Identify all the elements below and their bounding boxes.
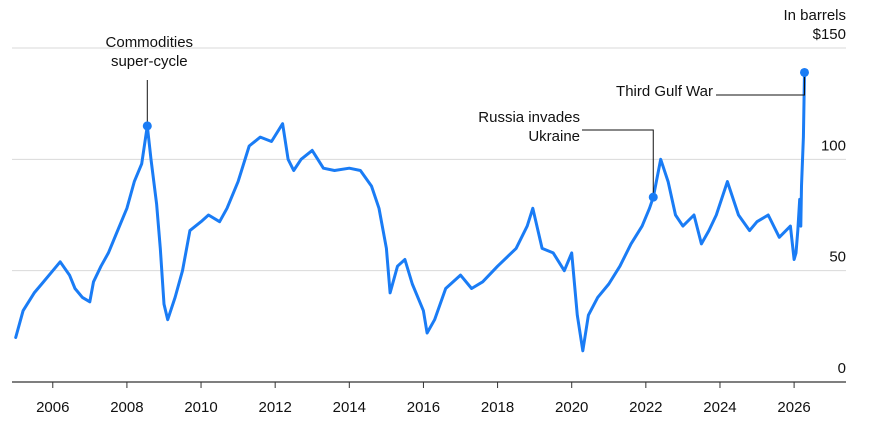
gulf-leader-line bbox=[716, 72, 805, 96]
x-tick-label: 2012 bbox=[258, 399, 291, 416]
x-tick-label: 2018 bbox=[481, 399, 514, 416]
annotation-commodities-label: super-cycle bbox=[111, 53, 188, 70]
axis-labels: In barrels 0 50 100 $150 2006 2008 2010 2012 201… bbox=[36, 7, 846, 416]
annotation-russia-label: Russia invades bbox=[478, 109, 580, 126]
y-tick-label: 50 bbox=[829, 249, 846, 266]
x-tick-label: 2022 bbox=[629, 399, 662, 416]
x-tick-label: 2024 bbox=[703, 399, 736, 416]
annotation-gulf-label: Third Gulf War bbox=[616, 83, 713, 100]
annotations: Commodities super-cycle Russia invades Ukra… bbox=[106, 34, 809, 202]
x-tick-label: 2026 bbox=[777, 399, 810, 416]
annotation-russia-label: Ukraine bbox=[528, 128, 580, 145]
x-tick-label: 2010 bbox=[184, 399, 217, 416]
x-tick-label: 2014 bbox=[333, 399, 366, 416]
unit-label: In barrels bbox=[783, 7, 846, 24]
gridlines bbox=[12, 47, 846, 272]
y-tick-label: 0 bbox=[838, 360, 846, 377]
x-tick-label: 2020 bbox=[555, 399, 588, 416]
x-tick-label: 2016 bbox=[407, 399, 440, 416]
series-layer bbox=[14, 71, 806, 353]
russia-leader-line bbox=[582, 129, 654, 198]
x-tick-label: 2008 bbox=[110, 399, 143, 416]
x-axis bbox=[12, 381, 846, 388]
annotation-marker bbox=[648, 192, 658, 202]
price-line bbox=[14, 71, 806, 353]
x-tick-label: 2006 bbox=[36, 399, 69, 416]
annotation-marker bbox=[142, 121, 152, 131]
annotation-marker bbox=[799, 67, 809, 77]
y-tick-label: 100 bbox=[821, 137, 846, 154]
annotation-commodities-label: Commodities bbox=[106, 34, 194, 51]
y-tick-label: $150 bbox=[813, 26, 846, 43]
